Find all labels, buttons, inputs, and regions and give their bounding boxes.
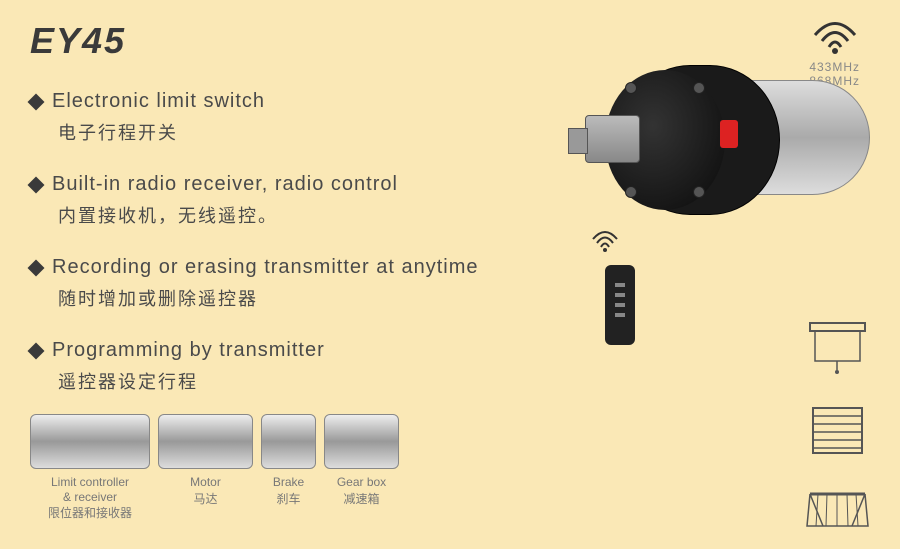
roller-shutter-icon <box>805 403 870 458</box>
feature-en: Programming by transmitter <box>52 339 325 362</box>
component-label-en: Brake <box>261 475 316 489</box>
remote-body <box>605 265 635 345</box>
screw-icon <box>693 82 705 94</box>
feature-item: Electronic limit switch 电子行程开关 <box>30 90 500 145</box>
feature-item: Built-in radio receiver, radio control 内… <box>30 173 500 228</box>
component-part <box>324 414 399 469</box>
feature-list: Electronic limit switch 电子行程开关 Built-in … <box>30 90 500 422</box>
feature-cn: 遥控器设定行程 <box>58 368 500 394</box>
awning-icon <box>805 486 870 541</box>
exploded-view: Limit controller& receiver限位器和接收器Motor马达… <box>30 414 399 521</box>
component-item: Brake刹车 <box>261 414 316 506</box>
component-item: Gear box减速箱 <box>324 414 399 506</box>
feature-item: Recording or erasing transmitter at anyt… <box>30 256 500 311</box>
roller-blind-icon <box>805 320 870 375</box>
feature-en: Built-in radio receiver, radio control <box>52 173 398 196</box>
feature-en: Recording or erasing transmitter at anyt… <box>52 256 479 279</box>
application-icons <box>805 320 870 541</box>
component-part <box>158 414 253 469</box>
wifi-small-icon <box>590 230 620 252</box>
diamond-bullet-icon <box>28 176 45 193</box>
feature-cn: 电子行程开关 <box>58 119 500 145</box>
component-label-cn: 限位器和接收器 <box>30 504 150 521</box>
component-label-cn: 马达 <box>158 490 253 507</box>
motor-red-button <box>720 120 738 148</box>
wifi-icon <box>810 20 860 55</box>
component-label-en: Gear box <box>324 475 399 489</box>
component-part <box>30 414 150 469</box>
feature-cn: 内置接收机，无线遥控。 <box>58 202 500 228</box>
component-part <box>261 414 316 469</box>
feature-cn: 随时增加或删除遥控器 <box>58 285 500 311</box>
screw-icon <box>625 82 637 94</box>
motor-head-image <box>560 60 870 220</box>
component-label-cn: 减速箱 <box>324 490 399 507</box>
component-label-cn: 刹车 <box>261 490 316 507</box>
component-item: Motor马达 <box>158 414 253 506</box>
screw-icon <box>625 186 637 198</box>
feature-item: Programming by transmitter 遥控器设定行程 <box>30 339 500 394</box>
component-item: Limit controller& receiver限位器和接收器 <box>30 414 150 521</box>
motor-shaft <box>585 115 640 163</box>
component-label-en: Motor <box>158 475 253 489</box>
component-label-en: Limit controller& receiver <box>30 475 150 504</box>
product-title: EY45 <box>30 20 126 62</box>
diamond-bullet-icon <box>28 342 45 359</box>
feature-en: Electronic limit switch <box>52 90 265 113</box>
diamond-bullet-icon <box>28 93 45 110</box>
diamond-bullet-icon <box>28 259 45 276</box>
remote-control-image <box>590 230 650 345</box>
screw-icon <box>693 186 705 198</box>
